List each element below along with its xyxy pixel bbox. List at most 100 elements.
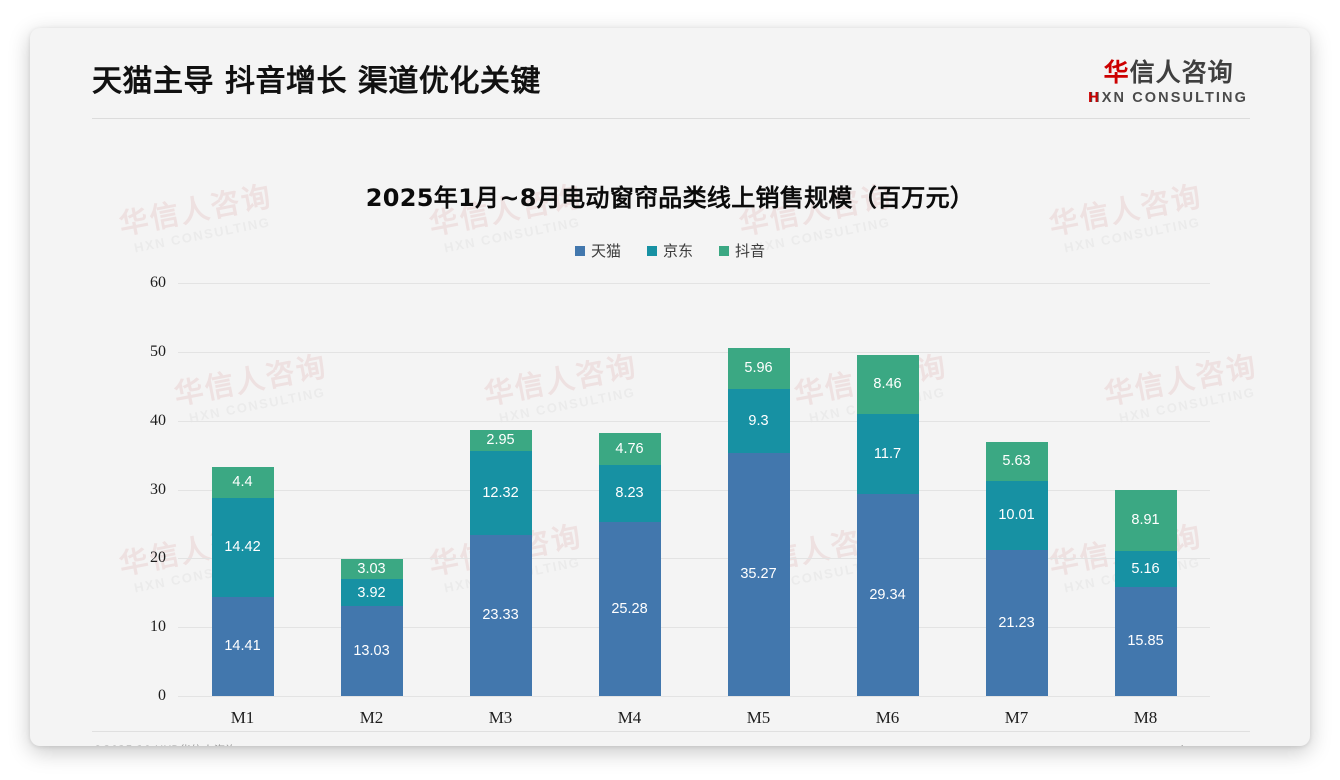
legend-item-天猫[interactable]: 天猫 [574,240,621,261]
footer-copyright: ©2025.10 HXR华信人咨询 [92,742,237,746]
gridline [178,351,1210,353]
bar-value-label: 3.03 [357,560,386,577]
bar-value-label: 29.34 [869,586,906,603]
bar-segment-京东[interactable]: 9.3 [727,389,790,454]
logo-rest-chars: 信人咨询 [1129,58,1234,87]
bar-segment-天猫[interactable]: 35.27 [727,453,790,696]
bar-value-label: 5.16 [1131,560,1160,577]
bar-segment-抖音[interactable]: 3.03 [340,558,403,580]
bar-value-label: 9.3 [748,412,769,429]
bar-value-label: 2.95 [486,432,515,449]
bar-segment-抖音[interactable]: 4.76 [598,432,661,466]
bar-segment-天猫[interactable]: 25.28 [598,522,661,696]
bar-value-label: 35.27 [740,566,777,583]
bar-segment-抖音[interactable]: 4.4 [211,467,274,498]
legend-item-抖音[interactable]: 抖音 [719,240,765,261]
bar-value-label: 11.7 [873,445,902,462]
x-axis-tick-label: M6 [875,708,900,727]
y-axis-tick-label: 30 [150,480,166,498]
bar-group-M2: 3.03 3.92 13.03 M2 [308,283,436,727]
bar-segment-抖音[interactable]: 8.46 [856,355,919,414]
x-axis-tick-label: M3 [488,708,513,727]
logo-accent-char: 华 [1103,58,1130,87]
bar-segment-抖音[interactable]: 5.96 [727,348,790,390]
bar-value-label: 8.23 [615,485,644,502]
bar-segment-京东[interactable]: 10.01 [985,480,1048,550]
y-axis-tick-label: 40 [150,411,166,429]
brand-logo: 华信人咨询 H HXN CONSULTING [1088,58,1248,107]
gridline [178,420,1210,422]
gridline [178,627,1210,629]
footer-website[interactable]: www.hxrcon.com [1150,743,1248,746]
gridline [178,558,1210,560]
bar-group-M7: 5.63 10.01 21.23 M7 [953,283,1081,727]
y-axis-tick-label: 10 [150,618,166,636]
bar-group-M1: 4.4 14.42 14.41 M1 [179,283,307,727]
x-axis-tick-label: M5 [746,708,771,727]
logo-english-label: HXN CONSULTING [1089,90,1248,107]
bar-stack: 8.91 5.16 15.85 [1114,490,1177,696]
bar-value-label: 15.85 [1127,633,1164,650]
bar-segment-天猫[interactable]: 21.23 [985,549,1048,696]
bar-stack: 2.95 12.32 23.33 [469,430,532,696]
logo-chinese-text: 华信人咨询 [1089,58,1248,87]
slide-card: 华信人咨询 HXN CONSULTING 华信人咨询 HXN CONSULTING 华信… [30,28,1310,746]
bar-segment-天猫[interactable]: 14.41 [211,596,274,696]
bar-stack: 4.76 8.23 25.28 [598,432,661,696]
logo-english-text: H HXN CONSULTING [1088,90,1248,107]
gridline [178,283,1210,284]
bar-segment-京东[interactable]: 11.7 [856,413,919,495]
bar-segment-天猫[interactable]: 15.85 [1114,586,1177,696]
bar-segment-抖音[interactable]: 8.91 [1114,490,1177,552]
bar-value-label: 3.92 [357,584,386,601]
bar-value-label: 10.01 [998,507,1035,524]
bar-segment-天猫[interactable]: 29.34 [856,494,919,696]
x-axis-tick-label: M7 [1004,708,1029,727]
bar-value-label: 23.33 [482,607,519,624]
page-title: 天猫主导 抖音增长 渠道优化关键 [92,64,541,99]
y-axis-tick-label: 50 [150,342,166,360]
chart-title: 2025年1月~8月电动窗帘品类线上销售规模（百万元） [365,184,975,212]
chart-bars: 4.4 14.42 14.41 M1 3.03 3.92 13.03 M2 2.95 12.32 2… [178,283,1210,727]
bar-group-M5: 5.96 9.3 35.27 M5 [695,283,823,727]
y-axis-tick-label: 0 [158,687,166,704]
bar-segment-天猫[interactable]: 13.03 [340,606,403,696]
bar-value-label: 8.46 [873,376,902,393]
bar-segment-抖音[interactable]: 5.63 [985,442,1048,481]
bar-stack: 4.4 14.42 14.41 [211,467,274,696]
legend-swatch-icon [719,245,729,256]
chart-plot-area: 0 10 20 30 40 50 60 4.4 14.42 14.41 M1 3.03 3.92 13.… [150,274,1210,727]
bar-group-M3: 2.95 12.32 23.33 M3 [437,283,565,727]
bar-value-label: 4.4 [232,474,253,491]
gridline [178,696,1210,697]
y-axis-tick-label: 60 [150,274,166,291]
bar-stack: 8.46 11.7 29.34 [856,355,919,696]
bar-segment-京东[interactable]: 3.92 [340,579,403,607]
gridline [178,489,1210,491]
header-divider [92,118,1250,119]
x-axis-tick-label: M8 [1133,708,1158,727]
bar-value-label: 5.96 [744,360,773,377]
bar-segment-京东[interactable]: 12.32 [469,450,532,536]
bar-value-label: 12.32 [482,484,519,501]
logo-accent-letter: H [1088,90,1101,107]
bar-segment-抖音[interactable]: 2.95 [469,430,532,451]
bar-segment-京东[interactable]: 14.42 [211,497,274,597]
bar-segment-天猫[interactable]: 23.33 [469,535,532,696]
bar-value-label: 14.42 [224,538,261,555]
bar-value-label: 4.76 [615,440,644,457]
bar-group-M8: 8.91 5.16 15.85 M8 [1082,283,1210,727]
x-axis-tick-label: M4 [617,708,642,727]
bar-segment-京东[interactable]: 5.16 [1114,551,1177,587]
legend-label: 天猫 [590,242,621,260]
bar-segment-京东[interactable]: 8.23 [598,465,661,522]
legend-swatch-icon [646,245,657,256]
slide-footer: ©2025.10 HXR华信人咨询 www.hxrcon.com [92,742,1248,746]
slide-header: 天猫主导 抖音增长 渠道优化关键 [30,28,1310,120]
x-axis-tick-label: M2 [359,708,384,727]
bar-value-label: 25.28 [611,600,648,617]
legend-item-京东[interactable]: 京东 [646,240,693,261]
chart-legend: 天猫 京东 抖音 [30,240,1310,261]
bar-value-label: 21.23 [998,614,1035,631]
bar-group-M4: 4.76 8.23 25.28 M4 [566,283,694,727]
